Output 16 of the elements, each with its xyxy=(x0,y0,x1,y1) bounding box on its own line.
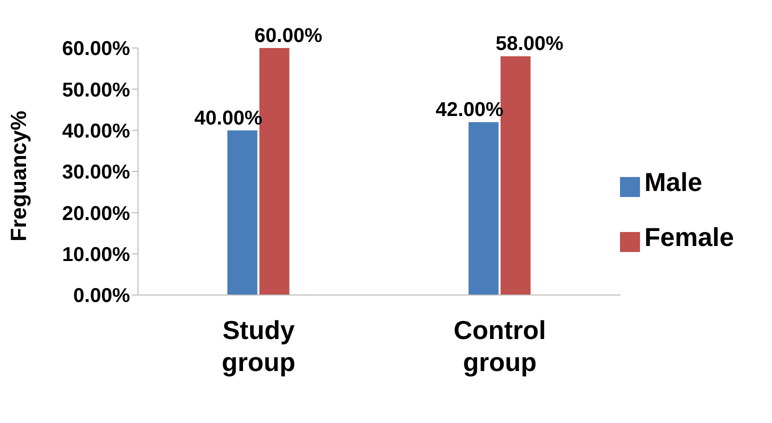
y-tick-label: 0.00% xyxy=(73,285,130,308)
y-tick-label: 60.00% xyxy=(62,38,130,60)
y-tick-label: 30.00% xyxy=(62,162,130,184)
x-tick-label: Study group xyxy=(222,315,296,377)
bar xyxy=(468,122,499,295)
y-axis-title: Freguancy% xyxy=(6,110,31,242)
y-tick-label: 40.00% xyxy=(62,120,130,142)
bar xyxy=(227,130,258,295)
y-tick-label: 10.00% xyxy=(62,244,130,266)
x-tick-label: Control group xyxy=(454,315,546,377)
data-label: 60.00% xyxy=(254,25,322,47)
legend-label: Female xyxy=(644,222,734,252)
y-tick-label: 50.00% xyxy=(62,79,130,102)
data-label: 58.00% xyxy=(496,33,564,56)
legend-label: Male xyxy=(644,166,702,196)
y-tick-label: 20.00% xyxy=(62,202,130,225)
